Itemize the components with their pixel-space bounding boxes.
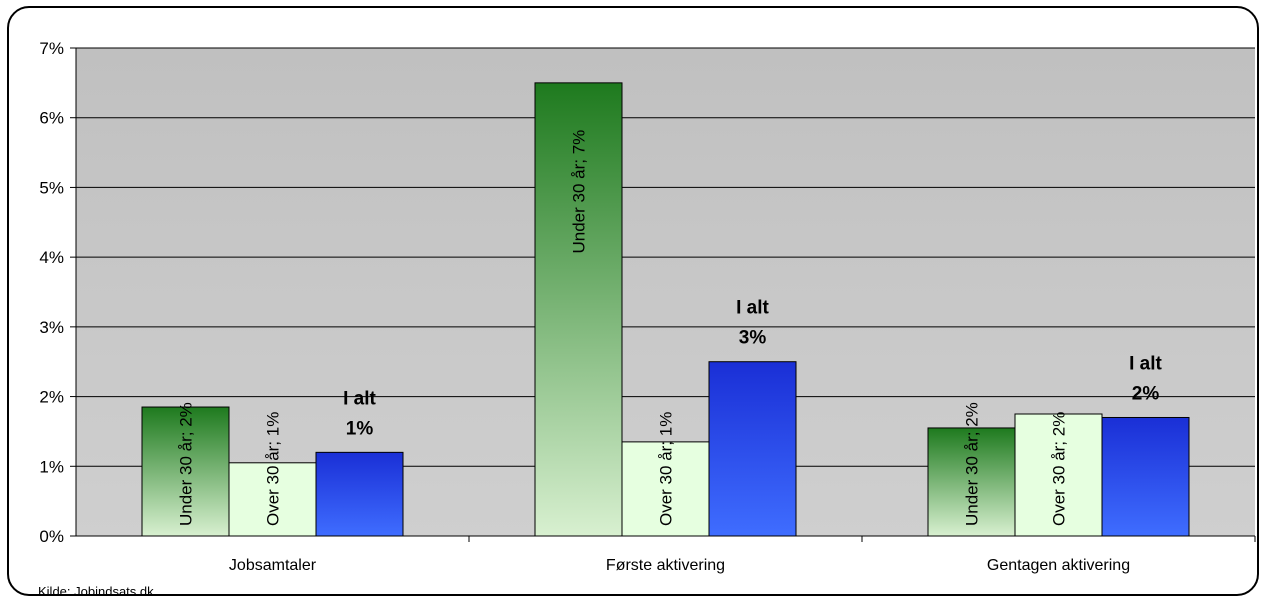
y-tick-label: 0%	[39, 527, 64, 546]
y-tick-label: 6%	[39, 109, 64, 128]
data-label: Under 30 år; 7%	[570, 130, 589, 254]
bar-ialt	[315, 451, 404, 537]
y-tick-label: 1%	[39, 457, 64, 476]
y-tick-label: 2%	[39, 388, 64, 407]
bar-under30	[927, 427, 1016, 537]
data-label: I alt	[736, 298, 769, 319]
bar-over30	[621, 441, 710, 537]
data-label: I alt	[1129, 353, 1162, 374]
bar-over30	[1014, 413, 1103, 537]
bar-over30	[228, 462, 317, 537]
y-tick-label: 3%	[39, 318, 64, 337]
bar-under30	[141, 406, 230, 537]
data-label: 2%	[1132, 383, 1160, 404]
bar-ialt	[708, 361, 797, 537]
source-note: Kilde: Jobindsats.dk	[38, 584, 154, 599]
data-label: 3%	[739, 328, 767, 349]
y-tick-label: 7%	[39, 39, 64, 58]
data-label: 1%	[346, 418, 374, 439]
bar-under30	[534, 82, 623, 537]
data-label: Under 30 år; 2%	[177, 402, 196, 526]
y-tick-label: 4%	[39, 248, 64, 267]
x-tick-label: Jobsamtaler	[229, 557, 317, 574]
y-tick-label: 5%	[39, 178, 64, 197]
data-label: Over 30 år; 1%	[264, 412, 283, 526]
x-tick-label: Første aktivering	[606, 557, 725, 574]
data-label: Over 30 år; 1%	[657, 412, 676, 526]
data-label: Over 30 år; 2%	[1050, 412, 1069, 526]
data-label: Under 30 år; 2%	[963, 402, 982, 526]
bar-ialt	[1101, 416, 1190, 537]
data-label: I alt	[343, 388, 376, 409]
x-tick-label: Gentagen aktivering	[987, 557, 1130, 574]
